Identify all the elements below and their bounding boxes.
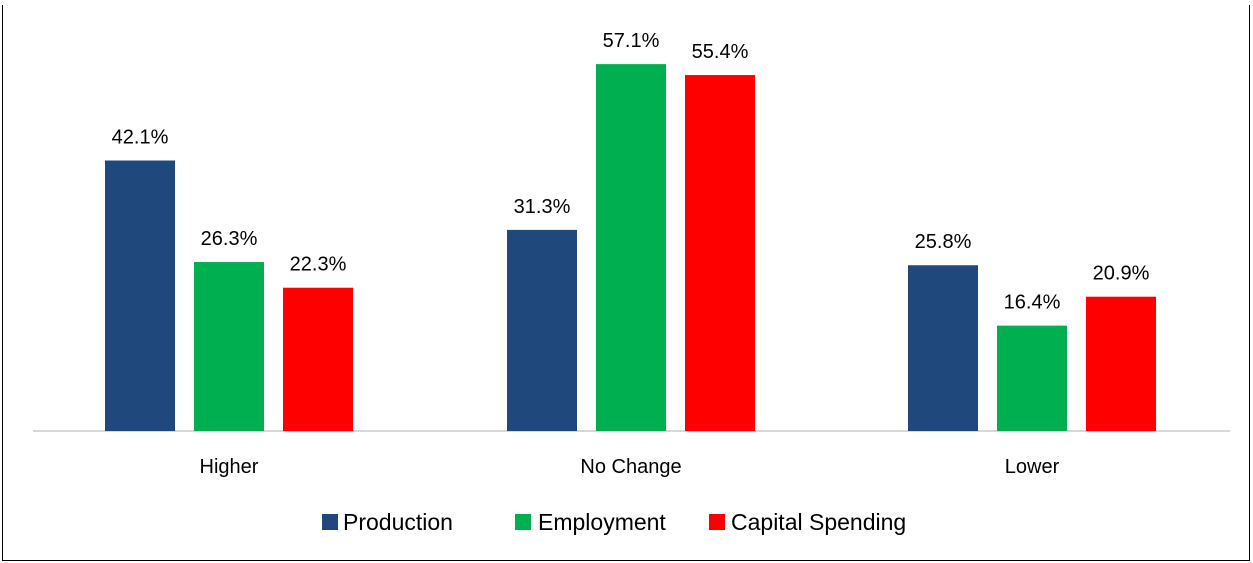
legend-swatch-capital-spending: [709, 514, 725, 530]
legend-swatch-production: [322, 514, 338, 530]
bar-production-no-change: [507, 229, 577, 431]
category-labels-group: Higher No Change Lower: [200, 456, 1060, 478]
category-label-lower: Lower: [1005, 456, 1060, 478]
category-label-higher: Higher: [200, 456, 259, 478]
bar-capital-spending-higher: [283, 287, 353, 431]
legend-label-capital-spending: Capital Spending: [731, 509, 906, 535]
data-label-production-lower: 25.8%: [915, 231, 972, 253]
bar-employment-no-change: [596, 64, 666, 431]
category-label-no-change: No Change: [580, 456, 681, 478]
data-label-employment-no-change: 57.1%: [603, 30, 660, 52]
data-label-capital-spending-higher: 22.3%: [290, 254, 347, 276]
legend-label-production: Production: [343, 509, 453, 535]
data-label-capital-spending-lower: 20.9%: [1093, 263, 1150, 285]
bar-employment-lower: [997, 325, 1067, 431]
data-label-production-no-change: 31.3%: [514, 196, 571, 218]
bar-capital-spending-no-change: [685, 75, 755, 432]
data-label-employment-lower: 16.4%: [1004, 292, 1061, 314]
bars-group: [105, 64, 1156, 432]
data-label-employment-higher: 26.3%: [201, 228, 258, 250]
data-label-production-higher: 42.1%: [112, 127, 169, 149]
bar-production-higher: [105, 160, 175, 431]
data-label-capital-spending-no-change: 55.4%: [692, 41, 749, 63]
bar-employment-higher: [194, 262, 264, 431]
bar-labels-group: 42.1% 26.3% 22.3% 31.3% 57.1% 55.4% 25.8% 16.4%…: [112, 30, 1150, 313]
legend-label-employment: Employment: [538, 509, 666, 535]
legend: Production Employment Capital Spending: [322, 509, 906, 535]
legend-swatch-employment: [515, 514, 531, 530]
bar-production-lower: [908, 265, 978, 431]
bar-capital-spending-lower: [1086, 296, 1156, 431]
